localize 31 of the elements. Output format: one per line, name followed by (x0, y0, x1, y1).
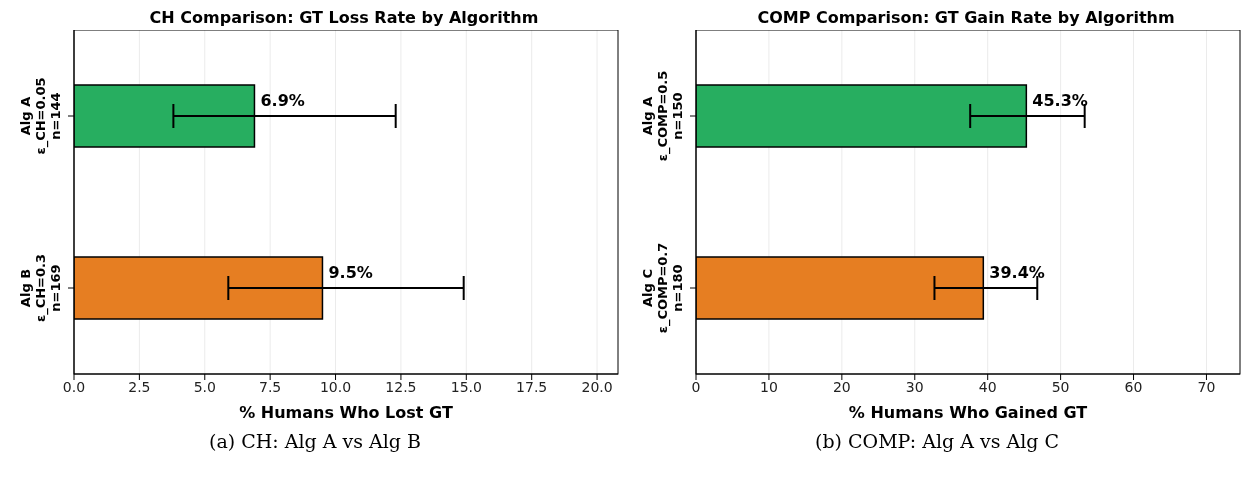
x-tick-label: 40 (978, 378, 997, 395)
x-tick-label: 20 (832, 378, 851, 395)
x-tick-label: 7.5 (259, 378, 282, 395)
x-tick-label: 0.0 (62, 378, 86, 395)
x-tick-label: 60 (1124, 378, 1143, 395)
text: (b) COMP: Alg A vs Alg C (814, 430, 1060, 452)
x-tick-label: 12.5 (385, 378, 417, 395)
y-tick-label: Alg A ε_COMP=0.5 n=150 (640, 70, 685, 162)
chart-title: CH Comparison: GT Loss Rate by Algorithm (148, 8, 540, 29)
data-label: 45.3% (1032, 90, 1088, 110)
x-axis-title: % Humans Who Lost GT (239, 403, 453, 422)
y-tick-label: Alg A ε_CH=0.05 n=144 (18, 77, 63, 155)
data-label: 39.4% (989, 262, 1045, 282)
y-tick-label: Alg C ε_COMP=0.7 n=180 (640, 242, 685, 334)
y-tick-label: Alg B ε_CH=0.3 n=169 (18, 253, 63, 323)
x-tick-label: 30 (905, 378, 924, 395)
x-axis-title: % Humans Who Gained GT (848, 403, 1088, 422)
data-label: 9.5% (328, 262, 373, 282)
x-tick-label: 15.0 (450, 378, 482, 395)
x-tick-label: 20.0 (581, 378, 613, 395)
text: (a) CH: Alg A vs Alg B (208, 430, 422, 452)
x-tick-label: 10.0 (319, 378, 352, 395)
x-tick-label: 5.0 (193, 378, 216, 395)
data-label: 6.9% (260, 90, 305, 110)
x-tick-label: 70 (1197, 378, 1216, 395)
x-tick-label: 0 (691, 378, 701, 395)
x-tick-label: 50 (1051, 378, 1070, 395)
x-tick-label: 2.5 (128, 378, 151, 395)
x-tick-label: 10 (760, 378, 778, 395)
x-tick-label: 17.5 (516, 378, 548, 395)
chart-title: COMP Comparison: GT Gain Rate by Algorithm (756, 8, 1176, 29)
